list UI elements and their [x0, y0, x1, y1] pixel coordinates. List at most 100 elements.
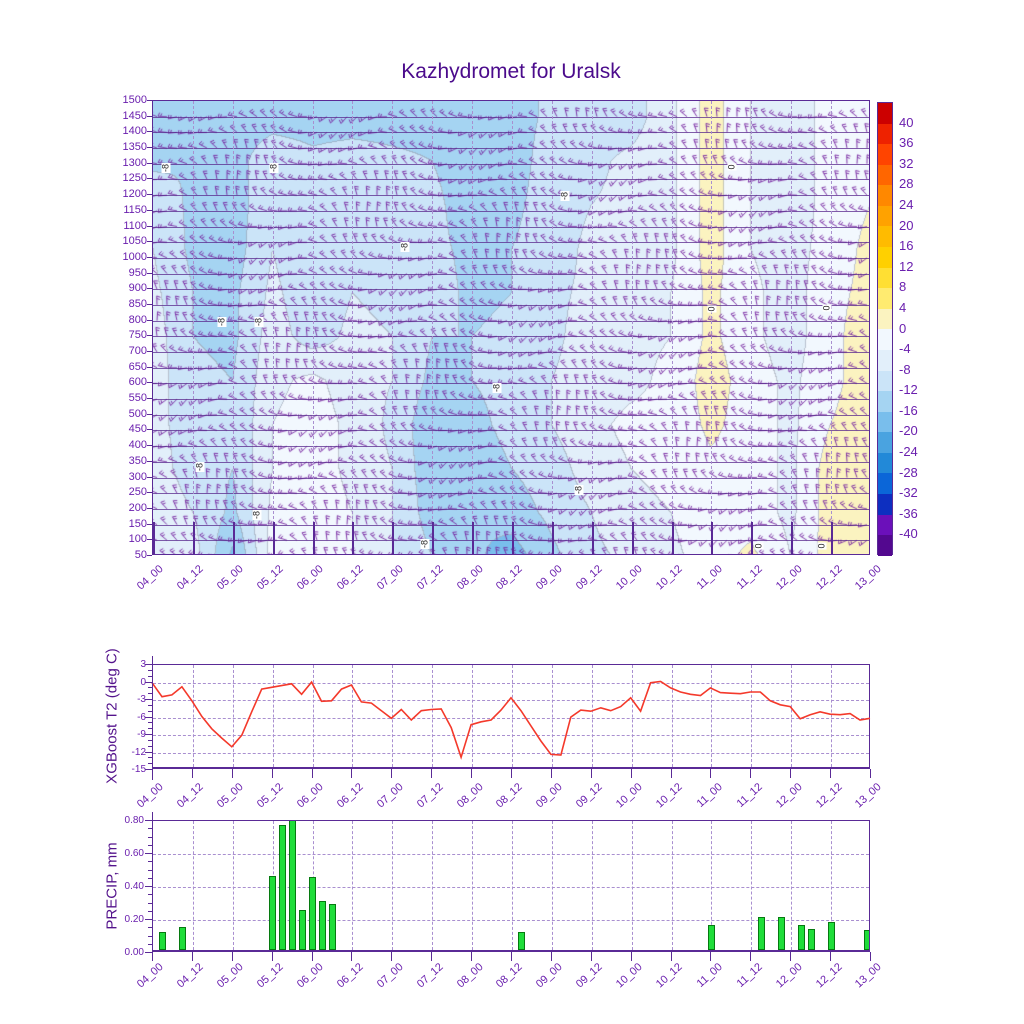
y-tick	[147, 147, 152, 149]
precip-time-gridline	[671, 821, 673, 950]
precip-gridline	[153, 920, 869, 921]
precip-y-tick-label: 0.40	[124, 881, 144, 892]
colorbar-tick-label: -28	[899, 464, 918, 480]
x-tick-label: 08_12	[494, 961, 526, 991]
y-tick-label: 1250	[122, 172, 147, 185]
precip-time-gridline	[791, 821, 793, 950]
colorbar-tick-label: -8	[899, 361, 911, 377]
contour-label: -8	[216, 317, 227, 328]
x-tick-label: 06_00	[294, 781, 326, 811]
contour-label: -8	[160, 162, 171, 173]
colorbar-cell	[878, 123, 892, 145]
t2-time-gridline	[352, 665, 354, 767]
x-tick-label: 09_12	[574, 563, 605, 593]
contour-label: -8	[253, 317, 264, 328]
y-tick	[147, 272, 152, 274]
x-tick-label: 08_00	[454, 781, 486, 811]
t2-gridline	[153, 717, 869, 719]
level-gridline	[153, 540, 869, 542]
precip-x-tick	[590, 952, 592, 961]
colorbar-tick-label: -36	[899, 505, 918, 521]
contour-label: -8	[573, 485, 584, 496]
precip-y-minor-tick	[148, 836, 152, 838]
precip-x-tick	[550, 952, 552, 961]
precip-x-tick	[351, 952, 353, 961]
y-tick-label: 150	[128, 517, 147, 530]
y-tick	[147, 335, 152, 337]
t2-y-tick	[148, 745, 152, 747]
y-tick-label: 400	[128, 439, 147, 452]
y-tick	[147, 178, 152, 180]
precip-x-tick	[511, 952, 512, 961]
time-gridline	[472, 101, 474, 554]
x-tick-label: 09_00	[534, 563, 565, 593]
cross-section-plot: -8 -8 -8 -8 -8 -8 -8 -8 -8 -8 -8 0 0 0 0 0	[152, 100, 870, 555]
x-tick-label: 04_12	[175, 781, 206, 811]
y-tick-label: 200	[128, 501, 147, 514]
t2-y-tick	[148, 722, 152, 724]
t2-axis-title: XGBoost T2 (deg C)	[103, 648, 121, 784]
colorbar-cell	[878, 370, 892, 392]
t2-time-gridline	[312, 665, 314, 767]
t2-y-tick	[148, 728, 152, 730]
precip-bar	[159, 931, 167, 950]
contour-label: 0	[816, 542, 827, 550]
precip-bar	[179, 926, 187, 950]
colorbar-tick-label: 4	[899, 299, 907, 315]
time-gridline	[591, 101, 593, 554]
precip-x-tick	[191, 952, 193, 961]
t2-x-tick	[830, 769, 832, 778]
precip-y-tick	[145, 853, 152, 854]
x-tick-label: 10_00	[613, 961, 645, 991]
y-tick	[147, 288, 152, 290]
t2-x-tick	[670, 769, 672, 778]
precip-y-tick	[145, 820, 152, 821]
precip-axis-title: PRECIP, mm	[103, 842, 121, 930]
t2-y-tick	[145, 664, 152, 665]
x-tick-label: 10_12	[653, 781, 685, 811]
level-gridline	[153, 399, 869, 401]
y-tick	[147, 115, 152, 117]
bottom-time-tick	[791, 522, 794, 554]
y-tick	[147, 241, 152, 243]
colorbar-tick-label: -32	[899, 485, 918, 501]
precip-x-tick	[311, 952, 313, 961]
y-tick-label: 1050	[122, 235, 147, 248]
t2-gridline	[153, 752, 869, 754]
level-gridline	[153, 367, 869, 369]
t2-y-tick	[145, 716, 152, 718]
x-tick-label: 12_00	[773, 781, 805, 811]
t2-y-tick-label: -15	[131, 764, 146, 775]
t2-x-tick	[550, 769, 552, 778]
y-tick-label: 850	[128, 297, 147, 310]
precip-bar	[518, 931, 526, 950]
level-gridline	[153, 163, 869, 165]
precip-x-tick	[271, 952, 273, 961]
bottom-time-tick	[671, 522, 674, 554]
colorbar-tick-label: 0	[899, 320, 907, 336]
y-tick	[147, 445, 152, 447]
bottom-time-tick	[312, 522, 315, 554]
precip-x-tick	[471, 952, 473, 961]
t2-x-tick	[391, 769, 393, 778]
time-gridline	[711, 101, 713, 554]
t2-time-gridline	[711, 665, 713, 767]
y-tick-label: 1100	[123, 219, 147, 232]
y-tick-label: 1300	[122, 156, 147, 169]
precip-time-gridline	[432, 821, 434, 950]
y-tick	[147, 162, 152, 164]
colorbar-cell	[878, 535, 892, 556]
level-gridline	[153, 383, 869, 385]
precip-y-tick-label: 0.00	[124, 947, 144, 958]
level-gridline	[153, 320, 869, 322]
precip-time-gridline	[751, 821, 753, 950]
contour-label: -8	[268, 163, 279, 174]
y-tick	[147, 351, 152, 353]
precip-bar	[319, 900, 327, 950]
y-tick-label: 1000	[122, 250, 147, 263]
bottom-time-tick	[432, 522, 435, 554]
y-tick-label: 550	[128, 392, 147, 405]
t2-time-gridline	[591, 665, 593, 767]
t2-y-tick-label: 3	[140, 659, 146, 670]
colorbar-tick-label: -20	[899, 423, 918, 439]
